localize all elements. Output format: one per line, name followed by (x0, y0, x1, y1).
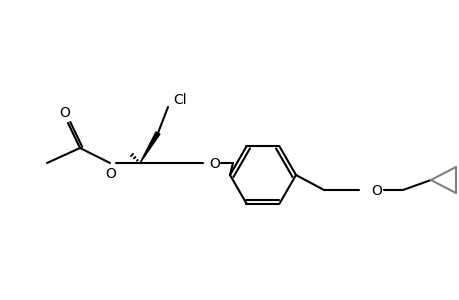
Text: O: O (105, 167, 116, 181)
Text: O: O (59, 106, 70, 120)
Text: O: O (209, 157, 220, 171)
Polygon shape (140, 132, 160, 163)
Text: O: O (371, 184, 381, 198)
Text: Cl: Cl (173, 93, 186, 107)
